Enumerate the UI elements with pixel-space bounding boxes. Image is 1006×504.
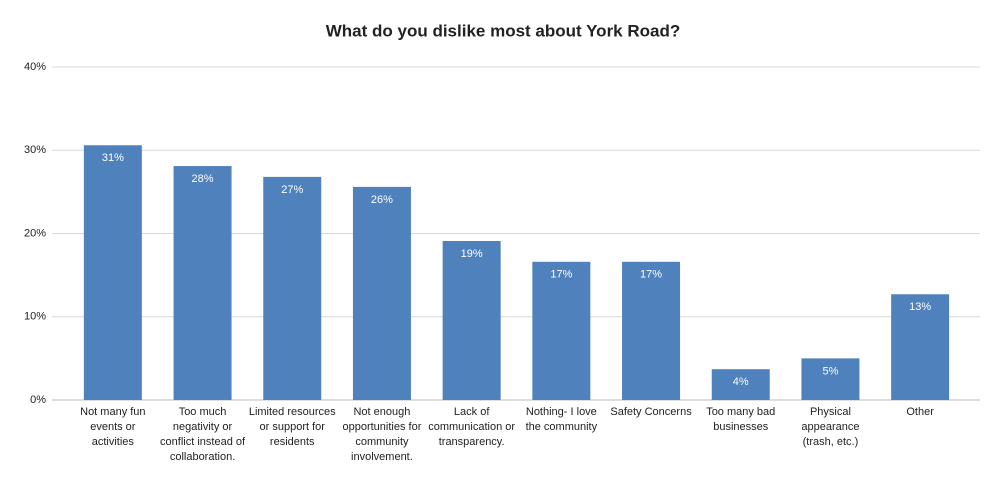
x-tick-label: Physical appearance (trash, etc.): [801, 406, 860, 448]
y-tick-label: 30%: [24, 144, 46, 156]
x-tick-label: Safety Concerns: [610, 406, 692, 418]
x-tick-label: Lack of communication or transparency.: [428, 406, 516, 448]
value-label: 19%: [461, 248, 483, 260]
bar: [711, 369, 770, 400]
bar: [442, 240, 501, 400]
x-tick-label: Other: [906, 406, 934, 418]
x-tick-label: Limited resources or support for residen…: [248, 406, 336, 448]
x-tick-label: Too many bad businesses: [706, 406, 776, 433]
value-label: 27%: [281, 184, 303, 196]
value-label: 28%: [192, 173, 214, 185]
x-tick-label: Too much negativity or conflict instead …: [160, 406, 246, 463]
x-tick-label: Not many fun events or activities: [80, 406, 146, 448]
y-tick-label: 10%: [24, 311, 46, 323]
bar: [532, 261, 591, 400]
value-label: 26%: [371, 194, 393, 206]
y-tick-label: 0%: [30, 394, 46, 406]
bar: [801, 358, 860, 400]
bar: [83, 145, 142, 400]
x-tick-label: Not enough opportunities for community i…: [342, 406, 422, 463]
value-label: 17%: [640, 269, 662, 281]
bar: [263, 176, 322, 400]
bar: [891, 294, 950, 400]
value-label: 17%: [550, 269, 572, 281]
y-tick-label: 40%: [24, 61, 46, 73]
y-tick-label: 20%: [24, 227, 46, 239]
value-label: 4%: [733, 376, 749, 388]
bar: [622, 261, 681, 400]
chart-title: What do you dislike most about York Road…: [326, 21, 681, 40]
x-tick-label: Nothing- I love the community: [525, 406, 598, 433]
value-label: 5%: [822, 365, 838, 377]
bar: [173, 166, 232, 400]
value-label: 13%: [909, 301, 931, 313]
bar: [352, 186, 411, 400]
value-label: 31%: [102, 152, 124, 164]
